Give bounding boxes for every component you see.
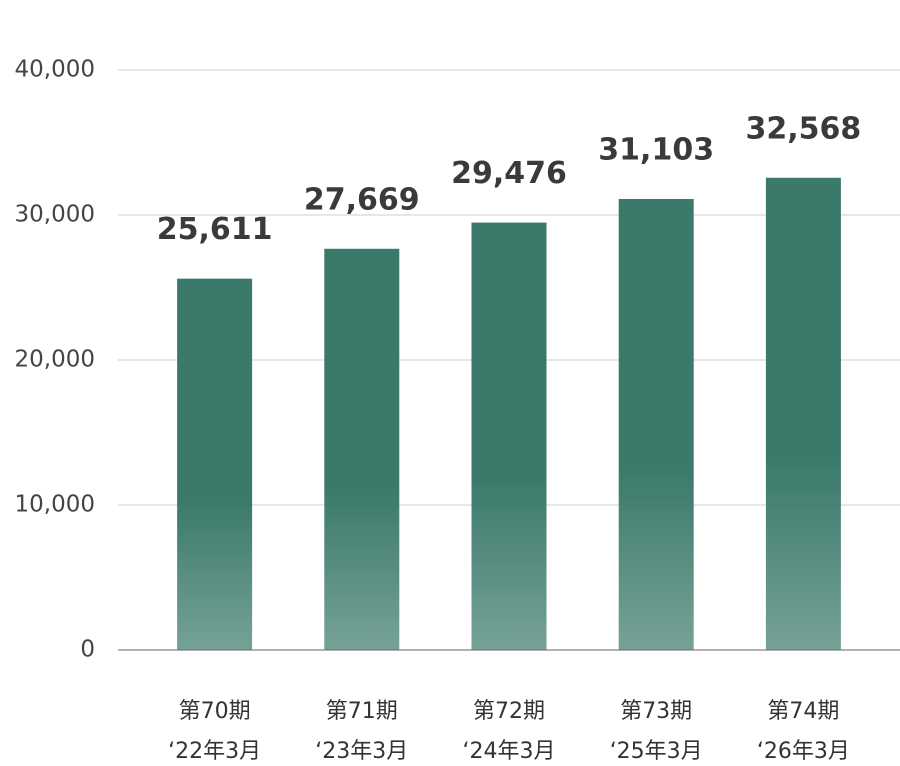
bar [471,222,547,650]
x-tick-label: 第71期 [326,699,398,724]
x-tick-label: ‘26年3月 [757,739,850,764]
value-label: 31,103 [598,133,714,168]
x-tick-label: 第70期 [179,699,251,724]
value-label: 25,611 [157,212,273,247]
y-tick-label: 10,000 [15,492,95,518]
bar [177,278,253,650]
x-tick-label: 第72期 [473,699,545,724]
x-tick-label: 第74期 [767,699,839,724]
x-tick-label: ‘23年3月 [315,739,408,764]
x-tick-label: ‘22年3月 [168,739,261,764]
bar [618,199,694,650]
y-tick-label: 30,000 [15,202,95,228]
bar [765,177,841,651]
value-label: 32,568 [746,111,862,146]
x-tick-label: ‘25年3月 [610,739,703,764]
x-tick-label: 第73期 [620,699,692,724]
value-label: 27,669 [304,182,420,217]
value-label: 29,476 [451,156,567,191]
y-tick-label: 20,000 [15,347,95,373]
y-tick-label: 0 [80,637,95,663]
y-tick-label: 40,000 [15,57,95,83]
bar [324,248,400,650]
x-tick-label: ‘24年3月 [463,739,556,764]
